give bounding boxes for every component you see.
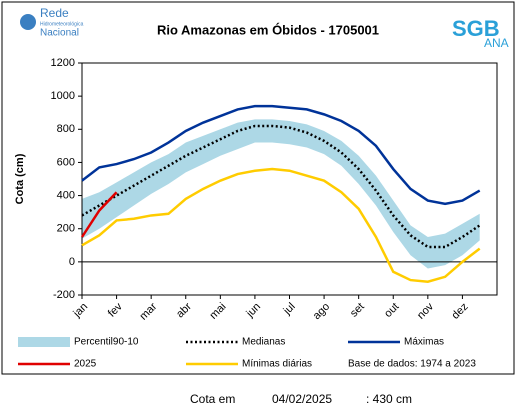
y-tick-label: 0 xyxy=(69,256,75,268)
y-tick-label: 400 xyxy=(57,189,75,201)
y-tick-label: 600 xyxy=(57,156,75,168)
legend-label: 2025 xyxy=(74,359,97,370)
logo-text: Rede xyxy=(40,6,69,20)
series-line xyxy=(80,191,118,238)
chart-title: Rio Amazonas em Óbidos - 1705001 xyxy=(157,22,379,37)
logo-text: ANA xyxy=(484,36,509,50)
y-tick-label: 200 xyxy=(57,223,75,235)
percentile-band xyxy=(82,119,480,269)
series-line xyxy=(81,124,481,249)
legend-label: Mínimas diárias xyxy=(242,359,312,370)
y-tick-label: 1200 xyxy=(51,57,75,69)
y-tick-label: 800 xyxy=(57,123,75,135)
logo-text: SGB xyxy=(452,16,500,41)
y-tick-label: 1000 xyxy=(51,90,75,102)
footer-value: : 430 cm xyxy=(366,392,412,406)
series-line xyxy=(81,104,481,206)
logo-text: Nacional xyxy=(40,28,79,39)
y-axis-label: Cota (cm) xyxy=(14,153,26,204)
legend-label: Medianas xyxy=(242,337,285,348)
frame xyxy=(1,1,515,375)
note: Base de dados: 1974 a 2023 xyxy=(348,359,476,370)
logo-text: Hidrometeorológica xyxy=(40,21,84,27)
legend-label: Percentil90-10 xyxy=(74,337,139,348)
legend-label: Máximas xyxy=(404,337,444,348)
logo-icon xyxy=(20,14,36,30)
footer-date: 04/02/2025 xyxy=(272,392,332,406)
y-tick-label: -200 xyxy=(53,289,75,301)
footer-label: Cota em xyxy=(190,392,235,406)
series-line xyxy=(81,167,481,284)
legend-swatch xyxy=(18,337,70,347)
